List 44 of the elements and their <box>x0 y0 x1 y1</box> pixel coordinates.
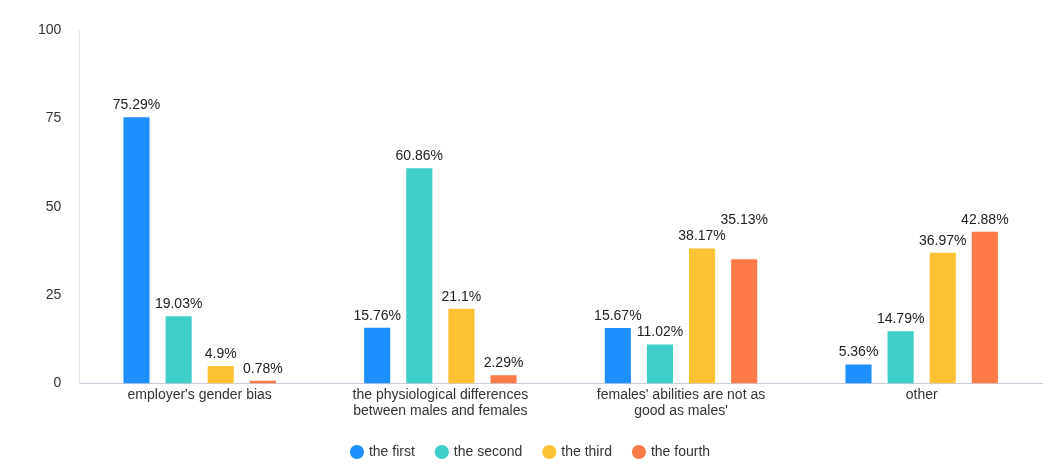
data-label: 75.29% <box>112 96 161 113</box>
data-label: 35.13% <box>720 211 768 228</box>
data-label: 15.67% <box>594 306 642 323</box>
x-tick-label: other <box>905 385 938 402</box>
legend-label: the third <box>561 442 612 459</box>
data-label: 0.78% <box>243 359 283 376</box>
y-tick-label: 25 <box>45 285 62 302</box>
legend-label: the first <box>368 442 415 459</box>
data-label: 38.17% <box>678 227 726 244</box>
legend-label: the fourth <box>650 442 711 459</box>
y-tick-label: 75 <box>45 109 62 126</box>
x-tick-label: the physiological differences between males and females <box>352 385 529 419</box>
y-tick-label: 100 <box>38 20 62 37</box>
legend-label: the second <box>453 442 523 459</box>
x-tick-label: females' abilities are not as good as males' <box>596 385 766 419</box>
bar <box>165 316 192 384</box>
data-label: 15.76% <box>353 306 401 323</box>
data-label: 11.02% <box>636 323 684 340</box>
data-label: 19.03% <box>154 295 203 312</box>
bar <box>207 366 234 384</box>
bar <box>845 364 872 384</box>
bar <box>490 375 517 384</box>
bar <box>448 308 475 384</box>
y-tick-label: 0 <box>53 374 62 391</box>
y-tick-label: 50 <box>45 197 62 214</box>
bar <box>123 117 150 384</box>
bar <box>364 327 391 384</box>
data-label: 2.29% <box>483 354 524 371</box>
bar <box>604 328 631 384</box>
bar <box>646 344 674 384</box>
x-tick-label: employer's gender bias <box>127 385 272 402</box>
data-label: 36.97% <box>918 231 967 248</box>
data-label: 5.36% <box>838 343 879 360</box>
data-label: 42.88% <box>961 210 1009 227</box>
data-label: 21.1% <box>441 287 482 304</box>
data-label: 14.79% <box>876 309 925 326</box>
data-label: 60.86% <box>395 147 444 164</box>
bar <box>971 231 998 384</box>
bar <box>887 331 914 384</box>
bar <box>689 248 716 384</box>
bar <box>929 252 956 384</box>
bar <box>406 168 433 384</box>
bar <box>731 259 758 384</box>
data-label: 4.9% <box>204 344 237 361</box>
